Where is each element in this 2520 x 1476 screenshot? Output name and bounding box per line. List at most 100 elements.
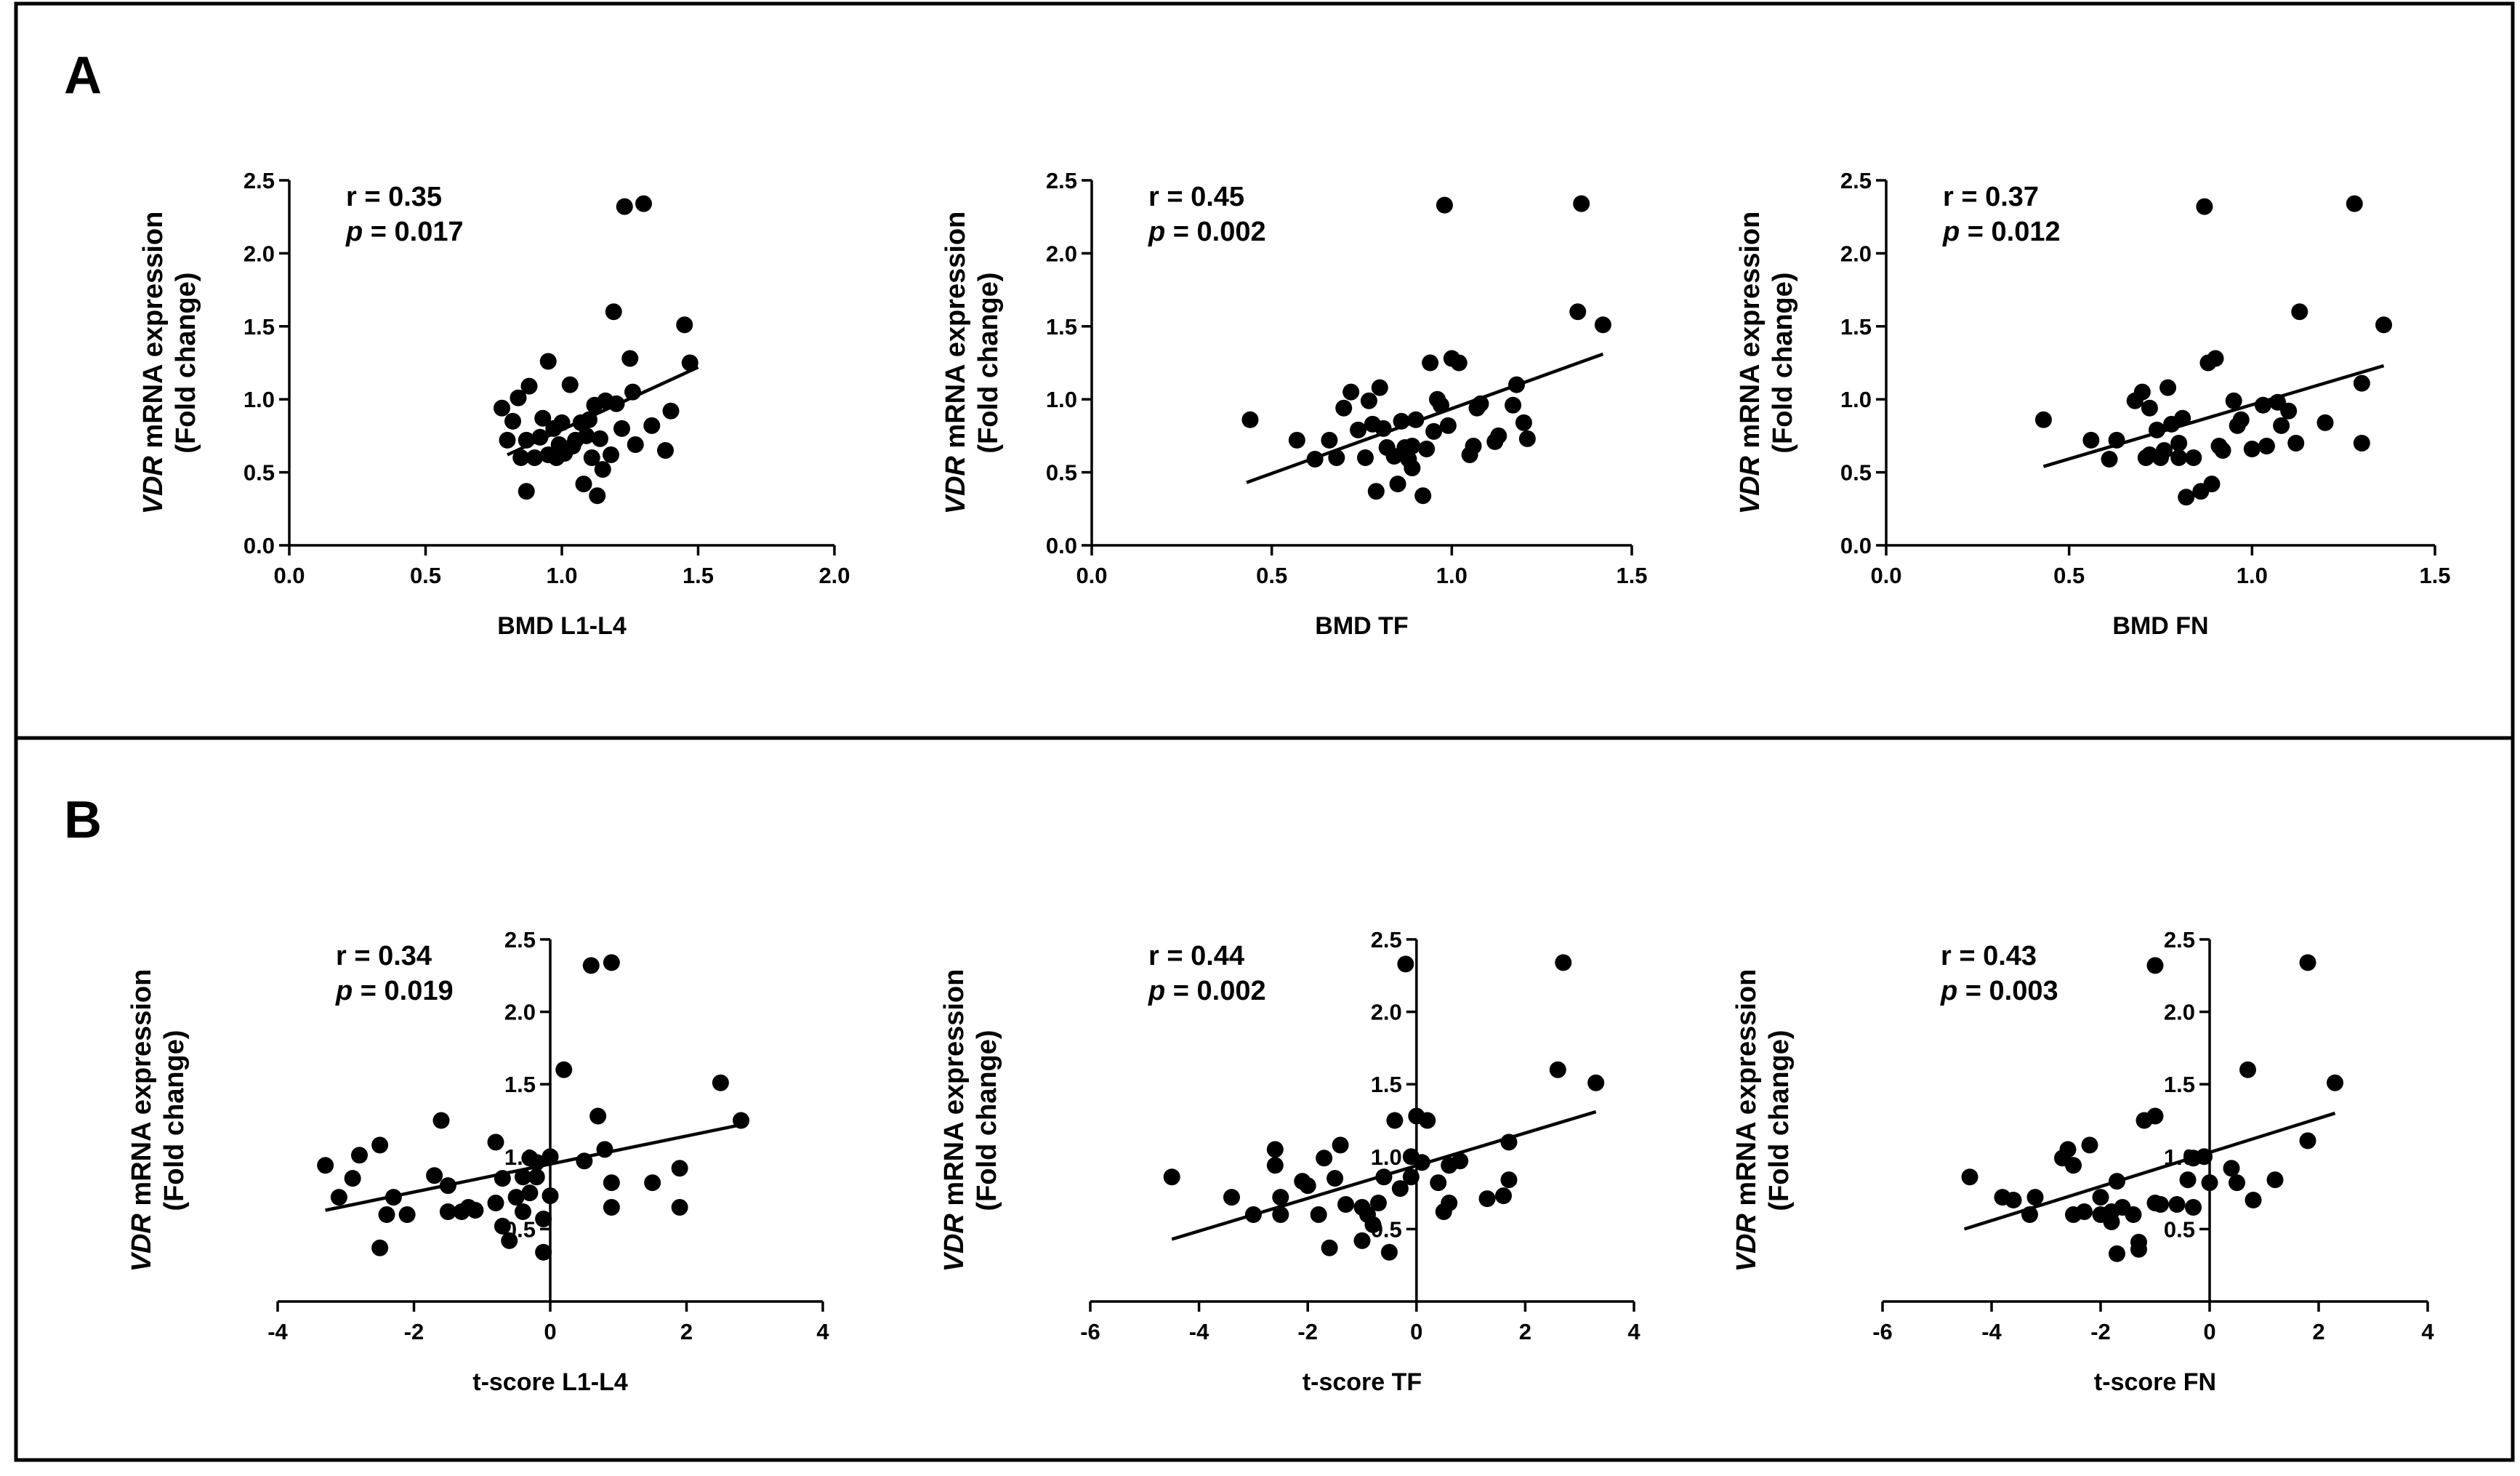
data-point bbox=[1404, 460, 1421, 477]
data-point bbox=[432, 1112, 450, 1129]
data-point bbox=[2101, 451, 2118, 468]
y-tick-label: 2.0 bbox=[243, 241, 275, 266]
x-tick-label: 2 bbox=[680, 1319, 693, 1344]
data-point bbox=[2170, 434, 2188, 452]
data-point bbox=[2059, 1141, 2077, 1158]
data-point bbox=[2178, 489, 2195, 506]
data-point bbox=[1490, 427, 1507, 444]
y-axis-label-line2: (Fold change) bbox=[972, 1030, 1002, 1211]
data-point bbox=[621, 350, 639, 367]
data-point bbox=[494, 399, 510, 417]
data-point bbox=[627, 436, 644, 453]
p-value: p = 0.003 bbox=[1940, 976, 2058, 1006]
data-point bbox=[2214, 441, 2231, 459]
x-axis-label: t-score L1-L4 bbox=[472, 1368, 628, 1396]
data-point bbox=[520, 377, 538, 395]
data-point bbox=[1397, 955, 1414, 973]
y-axis-label: VDR mRNA expression bbox=[126, 969, 157, 1272]
panel-b-frame bbox=[14, 736, 2515, 1462]
p-value: p = 0.012 bbox=[1942, 217, 2061, 247]
y-tick-label: 0.0 bbox=[243, 533, 275, 558]
data-point bbox=[1425, 422, 1443, 440]
data-point bbox=[592, 430, 608, 447]
data-point bbox=[2299, 1132, 2316, 1150]
data-point bbox=[1272, 1206, 1289, 1223]
x-tick-label: 0 bbox=[2203, 1319, 2215, 1344]
y-tick-label: 2.0 bbox=[1046, 241, 1077, 266]
data-point bbox=[1465, 437, 1482, 454]
r-value: r = 0.44 bbox=[1148, 941, 1244, 971]
x-tick-label: 4 bbox=[1627, 1319, 1641, 1344]
data-point bbox=[1350, 421, 1367, 438]
data-point bbox=[1332, 1136, 1349, 1154]
data-point bbox=[2156, 441, 2173, 459]
data-point bbox=[2141, 399, 2158, 417]
x-tick-label: -4 bbox=[267, 1319, 288, 1344]
x-tick-label: 1.5 bbox=[2419, 563, 2450, 588]
x-tick-label: 0.0 bbox=[1076, 563, 1107, 588]
y-tick-label: 1.5 bbox=[243, 314, 275, 340]
x-tick-label: 2.0 bbox=[818, 563, 850, 588]
regression-line bbox=[1171, 1110, 1597, 1241]
data-point bbox=[2291, 303, 2308, 321]
x-tick-label: 0.0 bbox=[273, 563, 305, 588]
data-point bbox=[535, 1210, 552, 1227]
data-point bbox=[330, 1189, 347, 1206]
x-tick-label: 2 bbox=[2312, 1319, 2324, 1344]
data-point bbox=[2179, 1171, 2197, 1189]
x-tick-label: 4 bbox=[816, 1319, 829, 1344]
y-tick-label: 0.0 bbox=[1840, 533, 1872, 558]
data-point bbox=[681, 354, 699, 372]
data-point bbox=[515, 1203, 531, 1220]
x-tick-label: 4 bbox=[2421, 1319, 2434, 1344]
data-point bbox=[518, 483, 535, 500]
data-point bbox=[2258, 437, 2275, 454]
data-point bbox=[2239, 1061, 2256, 1078]
y-axis-label: VDR mRNA expression bbox=[1731, 969, 1762, 1272]
data-point bbox=[1594, 316, 1611, 334]
data-point bbox=[2130, 1240, 2147, 1258]
y-axis-label-line2: (Fold change) bbox=[1768, 272, 1798, 453]
data-point bbox=[535, 1243, 552, 1261]
data-point bbox=[2109, 1245, 2125, 1262]
x-axis-label: t-score FN bbox=[2094, 1368, 2216, 1396]
data-point bbox=[2196, 198, 2213, 215]
data-point bbox=[2375, 316, 2393, 334]
data-point bbox=[1371, 379, 1388, 396]
x-tick-label: 0 bbox=[544, 1319, 556, 1344]
data-point bbox=[1321, 431, 1338, 449]
data-point bbox=[657, 441, 674, 459]
regression-line bbox=[325, 1123, 741, 1212]
data-point bbox=[2185, 449, 2202, 467]
data-point bbox=[487, 1195, 504, 1212]
data-point bbox=[1518, 430, 1536, 447]
y-tick-label: 2.0 bbox=[1840, 241, 1872, 266]
data-point bbox=[2125, 1206, 2142, 1223]
y-axis-label-line2: (Fold change) bbox=[973, 272, 1004, 453]
p-value: p = 0.002 bbox=[1148, 217, 1266, 247]
data-point bbox=[487, 1134, 504, 1151]
y-tick-label: 0.0 bbox=[1046, 533, 1077, 558]
data-point bbox=[378, 1206, 395, 1223]
y-tick-label: 1.0 bbox=[1371, 1144, 1402, 1170]
data-point bbox=[1549, 1061, 1566, 1078]
x-tick-label: -4 bbox=[1981, 1319, 2002, 1344]
y-axis-label-line2: (Fold change) bbox=[171, 272, 201, 453]
x-tick-label: 2 bbox=[1519, 1319, 1531, 1344]
data-point bbox=[528, 1168, 545, 1186]
data-point bbox=[1452, 1152, 1469, 1170]
data-point bbox=[2082, 431, 2100, 449]
data-point bbox=[1391, 1180, 1409, 1198]
x-tick-label: 0 bbox=[1410, 1319, 1422, 1344]
data-point bbox=[467, 1202, 484, 1219]
data-point bbox=[2146, 1107, 2164, 1125]
data-point bbox=[1356, 449, 1374, 467]
data-point bbox=[635, 195, 652, 212]
data-point bbox=[662, 402, 680, 420]
data-point bbox=[2146, 957, 2164, 974]
data-point bbox=[2201, 1174, 2218, 1192]
data-point bbox=[2034, 411, 2052, 428]
